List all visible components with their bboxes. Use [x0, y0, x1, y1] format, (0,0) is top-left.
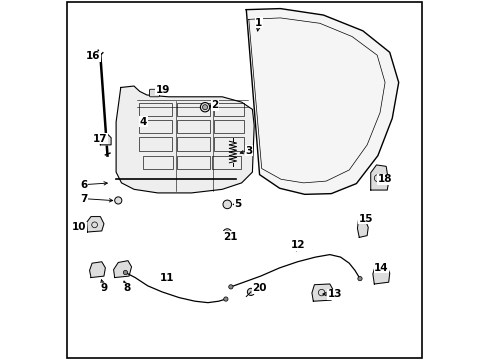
Bar: [214, 137, 244, 151]
Bar: [214, 120, 244, 134]
Text: 21: 21: [223, 232, 237, 242]
Text: 19: 19: [155, 85, 169, 95]
Polygon shape: [86, 217, 104, 232]
Text: 15: 15: [358, 214, 372, 224]
Polygon shape: [246, 9, 398, 194]
Polygon shape: [89, 262, 105, 278]
Text: 12: 12: [290, 240, 304, 250]
Bar: [177, 120, 210, 134]
Polygon shape: [113, 261, 131, 278]
Text: 5: 5: [234, 199, 241, 210]
Circle shape: [200, 103, 209, 112]
Text: 14: 14: [373, 263, 388, 273]
Text: 6: 6: [80, 180, 87, 190]
Text: 17: 17: [93, 134, 107, 144]
Circle shape: [228, 285, 233, 289]
Bar: [211, 156, 241, 169]
Polygon shape: [116, 86, 254, 193]
Bar: [143, 156, 172, 169]
Text: 11: 11: [160, 273, 174, 283]
Polygon shape: [311, 284, 333, 301]
FancyBboxPatch shape: [149, 89, 159, 97]
Polygon shape: [372, 264, 389, 284]
Circle shape: [123, 270, 127, 275]
Text: 3: 3: [244, 145, 252, 156]
Circle shape: [115, 197, 122, 204]
Text: 8: 8: [123, 283, 130, 293]
Circle shape: [223, 229, 231, 237]
Text: 18: 18: [377, 174, 391, 184]
Text: 7: 7: [80, 194, 87, 204]
Polygon shape: [100, 134, 111, 145]
Bar: [139, 103, 172, 116]
Bar: [139, 137, 172, 151]
Bar: [177, 137, 210, 151]
Circle shape: [223, 297, 227, 301]
Text: 2: 2: [211, 100, 218, 111]
Bar: [139, 120, 172, 134]
Text: 10: 10: [71, 222, 86, 232]
Circle shape: [357, 276, 362, 281]
Polygon shape: [370, 165, 388, 190]
Circle shape: [223, 200, 231, 209]
Text: 13: 13: [327, 289, 342, 299]
Bar: [177, 103, 210, 116]
Circle shape: [224, 231, 229, 235]
Bar: [177, 156, 210, 169]
Polygon shape: [357, 219, 367, 237]
Text: 20: 20: [252, 283, 266, 293]
Circle shape: [247, 288, 254, 296]
Text: 1: 1: [255, 18, 262, 28]
Text: 9: 9: [100, 283, 107, 293]
Text: 4: 4: [140, 117, 147, 127]
Circle shape: [202, 105, 207, 110]
Bar: [214, 103, 244, 116]
Text: 16: 16: [86, 51, 100, 61]
